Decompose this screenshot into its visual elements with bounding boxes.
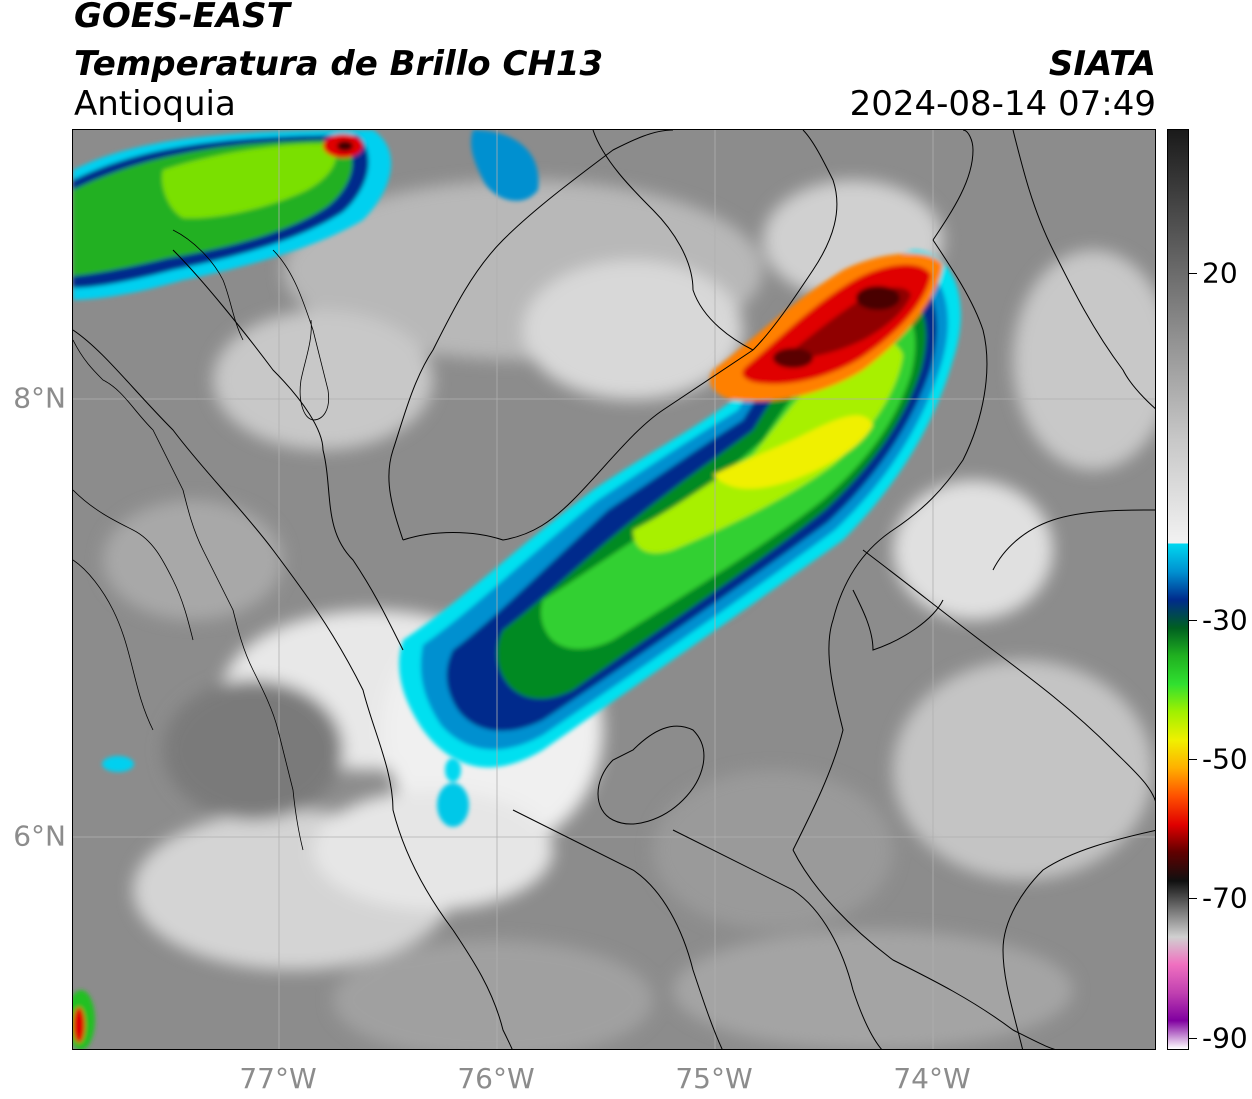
organization-label: SIATA bbox=[1048, 44, 1156, 84]
colorbar-label-20: 20 bbox=[1202, 256, 1238, 290]
lon-label-74w: 74°W bbox=[893, 1062, 971, 1095]
colorbar-label-minus50: -50 bbox=[1202, 742, 1248, 776]
small-cells bbox=[73, 756, 469, 1049]
timestamp-label: 2024-08-14 07:49 bbox=[849, 84, 1156, 124]
graticule bbox=[73, 130, 1155, 1049]
lon-label-77w: 77°W bbox=[239, 1062, 317, 1095]
convective-system bbox=[399, 250, 961, 768]
colorbar-label-minus90: -90 bbox=[1202, 1021, 1248, 1055]
satellite-map[interactable] bbox=[72, 129, 1156, 1050]
colorbar-tick bbox=[1189, 273, 1197, 274]
northwest-cloud bbox=[73, 130, 539, 300]
colorbar-label-minus30: -30 bbox=[1202, 603, 1248, 637]
colorbar-label-minus70: -70 bbox=[1202, 881, 1248, 915]
coastline bbox=[73, 229, 330, 851]
colorbar-tick bbox=[1189, 759, 1197, 760]
colorbar-tick bbox=[1189, 898, 1197, 899]
product-title: Temperatura de Brillo CH13 bbox=[74, 44, 604, 84]
department-borders bbox=[73, 130, 1155, 1049]
colorbar-tick bbox=[1189, 620, 1197, 621]
region-label: Antioquia bbox=[74, 84, 236, 124]
map-canvas bbox=[73, 130, 1155, 1049]
lon-label-75w: 75°W bbox=[675, 1062, 753, 1095]
lat-label-6n: 6°N bbox=[13, 819, 66, 853]
lat-label-8n: 8°N bbox=[13, 381, 66, 415]
colorbar-tick bbox=[1189, 1038, 1197, 1039]
satellite-title: GOES-EAST bbox=[74, 0, 290, 36]
colorbar bbox=[1167, 129, 1189, 1050]
lon-label-76w: 76°W bbox=[457, 1062, 535, 1095]
